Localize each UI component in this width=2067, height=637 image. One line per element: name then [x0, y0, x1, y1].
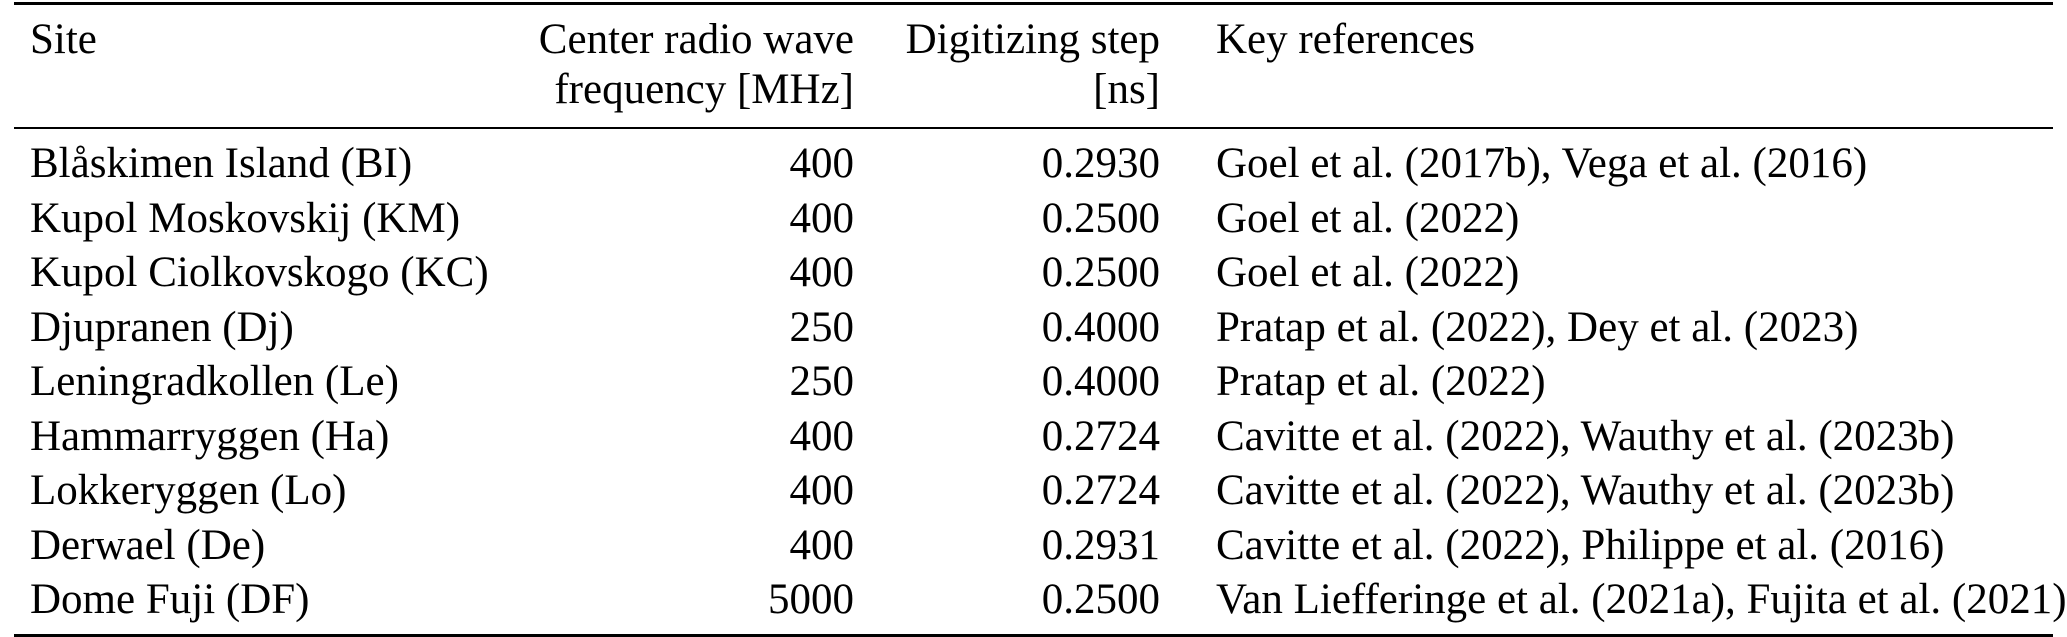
table-row: Blåskimen Island (BI) 400 0.2930 Goel et…	[14, 128, 2053, 192]
frequency-cell: 5000	[768, 576, 854, 623]
frequency-cell: 400	[789, 140, 855, 187]
header-site: Site	[14, 3, 514, 129]
header-digitizing-step-line1: Digitizing step	[905, 16, 1160, 63]
header-digitizing-step-line2: [ns]	[1093, 66, 1160, 113]
header-frequency: Center radio wave frequency [MHz]	[514, 3, 854, 129]
table-row: Lokkeryggen (Lo) 400 0.2724 Cavitte et a…	[14, 464, 2053, 519]
table-row: Hammarryggen (Ha) 400 0.2724 Cavitte et …	[14, 410, 2053, 465]
table-body: Blåskimen Island (BI) 400 0.2930 Goel et…	[14, 128, 2067, 635]
references-cell: Cavitte et al. (2022), Wauthy et al. (20…	[1216, 412, 1955, 460]
references-cell: Van Liefferinge et al. (2021a), Fujita e…	[1216, 576, 2067, 623]
table-row: Kupol Moskovskij (KM) 400 0.2500 Goel et…	[14, 192, 2053, 247]
frequency-cell: 400	[789, 249, 855, 296]
header-row: Site Center radio wave frequency [MHz] D…	[14, 3, 2053, 129]
step-cell: 0.4000	[1041, 303, 1160, 351]
references-cell: Pratap et al. (2022), Dey et al. (2023)	[1216, 303, 1859, 351]
frequency-cell: 400	[789, 412, 855, 460]
site-cell: Lokkeryggen (Lo)	[30, 467, 347, 514]
frequency-cell: 400	[789, 194, 855, 242]
site-cell: Kupol Ciolkovskogo (KC)	[30, 249, 489, 296]
header-frequency-line1: Center radio wave	[538, 16, 854, 63]
header-key-references-label: Key references	[1216, 16, 1476, 63]
header-digitizing-step: Digitizing step [ns]	[854, 3, 1160, 129]
site-cell: Blåskimen Island (BI)	[30, 140, 413, 187]
table-row: Dome Fuji (DF) 5000 0.2500 Van Liefferin…	[14, 573, 2067, 635]
step-cell: 0.2724	[1041, 412, 1160, 460]
table-row: Djupranen (Dj) 250 0.4000 Pratap et al. …	[14, 301, 2053, 356]
site-cell: Djupranen (Dj)	[30, 303, 294, 351]
frequency-cell: 250	[789, 303, 855, 351]
step-cell: 0.4000	[1041, 358, 1160, 405]
references-cell: Cavitte et al. (2022), Wauthy et al. (20…	[1216, 467, 1955, 514]
table-row: Derwael (De) 400 0.2931 Cavitte et al. (…	[14, 519, 2053, 574]
references-cell: Goel et al. (2022)	[1216, 194, 1520, 242]
references-cell: Cavitte et al. (2022), Philippe et al. (…	[1216, 521, 1945, 569]
header-frequency-line2: frequency [MHz]	[554, 66, 854, 113]
site-cell: Leningradkollen (Le)	[30, 358, 399, 405]
table-row: Leningradkollen (Le) 250 0.4000 Pratap e…	[14, 355, 2053, 410]
references-cell: Goel et al. (2022)	[1216, 249, 1520, 296]
frequency-cell: 250	[789, 358, 855, 405]
references-cell: Pratap et al. (2022)	[1216, 358, 1546, 405]
step-cell: 0.2930	[1041, 140, 1160, 187]
step-cell: 0.2724	[1041, 467, 1160, 514]
site-cell: Dome Fuji (DF)	[30, 576, 310, 623]
site-cell: Hammarryggen (Ha)	[30, 412, 390, 460]
table-row: Kupol Ciolkovskogo (KC) 400 0.2500 Goel …	[14, 246, 2053, 301]
frequency-cell: 400	[789, 467, 855, 514]
step-cell: 0.2500	[1041, 249, 1160, 296]
references-cell: Goel et al. (2017b), Vega et al. (2016)	[1216, 140, 1868, 187]
site-cell: Kupol Moskovskij (KM)	[30, 194, 461, 242]
header-key-references: Key references	[1160, 3, 2053, 129]
table-header: Site Center radio wave frequency [MHz] D…	[14, 3, 2053, 129]
frequency-cell: 400	[789, 521, 855, 569]
radar-sites-table: Site Center radio wave frequency [MHz] D…	[14, 2, 2067, 637]
step-cell: 0.2500	[1041, 194, 1160, 242]
header-site-label: Site	[30, 16, 97, 63]
site-cell: Derwael (De)	[30, 521, 266, 569]
step-cell: 0.2500	[1041, 576, 1160, 623]
step-cell: 0.2931	[1041, 521, 1160, 569]
